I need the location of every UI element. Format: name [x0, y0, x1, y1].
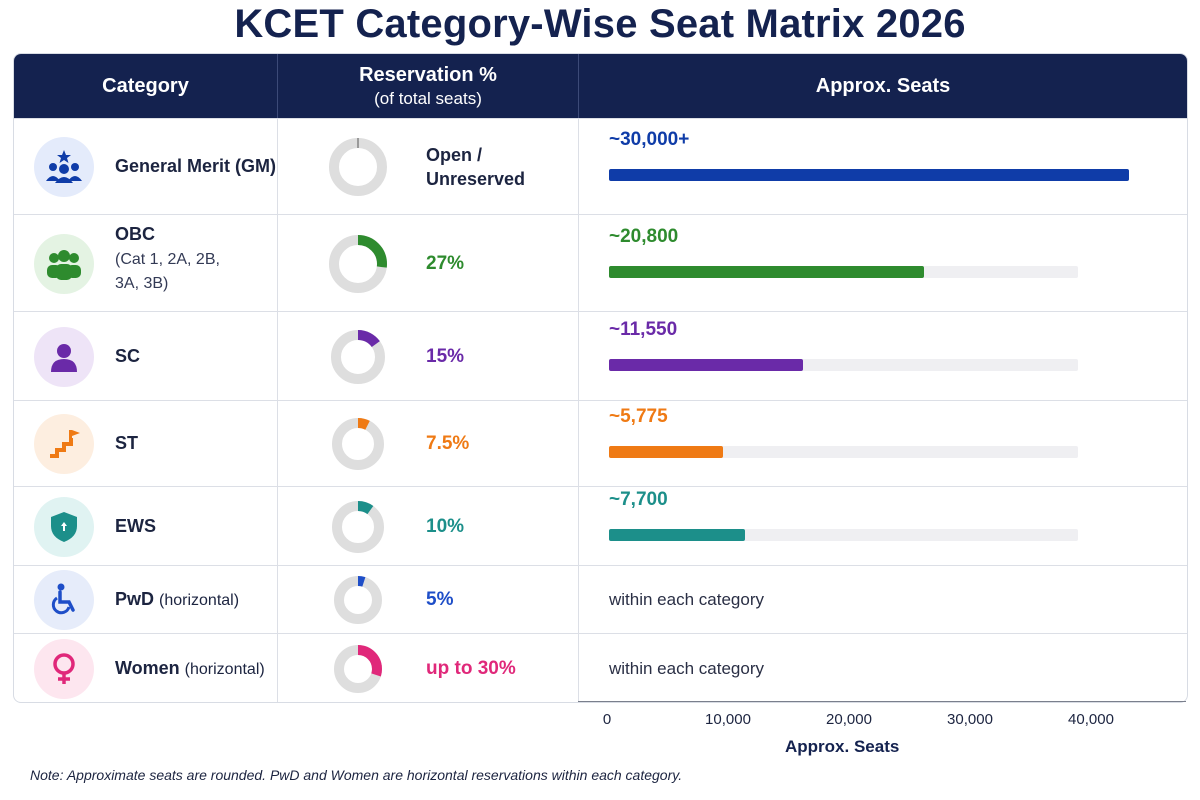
category-label: ST	[115, 433, 139, 453]
reservation-donut	[333, 575, 383, 630]
seat-matrix-table: Category Reservation % (of total seats) …	[13, 53, 1188, 703]
category-label: PwD	[115, 589, 155, 609]
x-axis-title: Approx. Seats	[785, 737, 900, 756]
bar-value-label: ~11,550	[609, 318, 678, 340]
x-tick-label: 40,000	[1068, 711, 1114, 728]
table-row: ST 7.5% ~5,775	[14, 400, 1187, 487]
x-axis: 0 10,000 20,000 30,000 40,000	[578, 701, 1186, 761]
table-row: EWS 10% ~7,700	[14, 486, 1187, 566]
category-sublabel: (horizontal)	[159, 592, 240, 609]
donut-arc	[334, 576, 382, 624]
x-tick-label: 20,000	[826, 711, 872, 728]
category-sublabel: (horizontal)	[184, 660, 265, 678]
x-tick-label: 30,000	[947, 711, 993, 728]
seats-note: within each category	[609, 590, 764, 609]
reservation-donut	[328, 137, 388, 202]
table-row: Women (horizontal) up to 30% within each ca…	[14, 633, 1187, 702]
category-label: SC	[115, 345, 141, 366]
column-divider	[277, 118, 278, 702]
category-name: General Merit (GM)	[115, 156, 276, 177]
reservation-percent: up to 30%	[426, 657, 516, 679]
header-category: Category	[14, 54, 277, 118]
donut-arc	[332, 500, 384, 553]
category-name: Women (horizontal)	[115, 658, 265, 679]
category-label: General Merit (GM)	[115, 156, 277, 176]
reservation-percent: Open / Unreserved	[426, 145, 526, 189]
group-icon	[34, 233, 94, 294]
header-seats-label: Approx. Seats	[815, 74, 951, 97]
reservation-percent: 10%	[426, 515, 465, 537]
table-row: PwD (horizontal) 5% within each category	[14, 565, 1187, 634]
category-sublabel: (Cat 1, 2A, 2B, 3A, 3B)	[115, 250, 220, 292]
table-header: Category Reservation % (of total seats) …	[14, 54, 1187, 118]
bar-value-label: ~30,000+	[609, 129, 690, 150]
shield-icon	[34, 496, 94, 557]
reservation-percent: 27%	[426, 252, 465, 274]
x-tick-label: 10,000	[705, 711, 751, 728]
reservation-percent: 5%	[426, 589, 454, 610]
x-axis-line	[578, 701, 1186, 702]
page-title: KCET Category-Wise Seat Matrix 2026	[234, 2, 966, 46]
category-name: OBC (Cat 1, 2A, 2B, 3A, 3B)	[115, 224, 235, 296]
bar	[609, 358, 803, 371]
group-star-icon	[34, 137, 94, 197]
reservation-donut	[331, 417, 385, 476]
reservation-donut	[330, 329, 386, 390]
bar-track	[609, 446, 1079, 458]
donut-arc	[329, 234, 387, 293]
bar-value-label: ~7,700	[609, 488, 668, 510]
table-row: General Merit (GM) Open / Unreserved ~30,0…	[14, 118, 1187, 215]
header-category-label: Category	[102, 74, 189, 97]
bar-value-label: ~5,775	[609, 406, 668, 427]
reservation-donut	[328, 234, 388, 299]
wheelchair-icon	[34, 570, 94, 630]
reservation-donut	[331, 500, 385, 559]
x-tick-label: 0	[602, 711, 612, 728]
header-reservation: Reservation % (of total seats)	[278, 54, 578, 118]
header-divider	[277, 54, 278, 118]
bar	[609, 265, 924, 278]
donut-arc	[332, 418, 384, 470]
header-seats: Approx. Seats	[579, 54, 1187, 118]
seats-note: within each category	[609, 658, 764, 678]
bar	[609, 528, 745, 541]
category-label: EWS	[115, 515, 157, 536]
header-reservation-label: Reservation %	[359, 63, 497, 86]
bar-value-label: ~20,800	[609, 225, 679, 247]
reservation-donut	[333, 644, 383, 699]
column-divider	[578, 118, 579, 702]
table-row: SC 15% ~11,550	[14, 311, 1187, 401]
stairs-flag-icon	[34, 414, 94, 474]
category-name: ST	[115, 433, 138, 454]
category-name: PwD (horizontal)	[115, 589, 239, 610]
bar	[609, 446, 723, 458]
category-name: SC	[115, 346, 140, 367]
person-icon	[34, 326, 94, 387]
female-icon	[34, 638, 94, 699]
donut-arc	[334, 644, 382, 693]
donut-arc	[331, 329, 385, 384]
category-label: Women	[115, 657, 180, 678]
table-row: OBC (Cat 1, 2A, 2B, 3A, 3B) 27% ~20,800	[14, 214, 1187, 312]
category-label: OBC	[115, 223, 155, 244]
footnote: Note: Approximate seats are rounded. PwD…	[30, 767, 683, 783]
category-name: EWS	[115, 516, 156, 537]
bar	[609, 169, 1130, 181]
reservation-percent: 15%	[426, 345, 465, 367]
header-reservation-sub: (of total seats)	[374, 88, 482, 108]
header-divider	[578, 54, 579, 118]
reservation-percent: 7.5%	[426, 433, 470, 454]
